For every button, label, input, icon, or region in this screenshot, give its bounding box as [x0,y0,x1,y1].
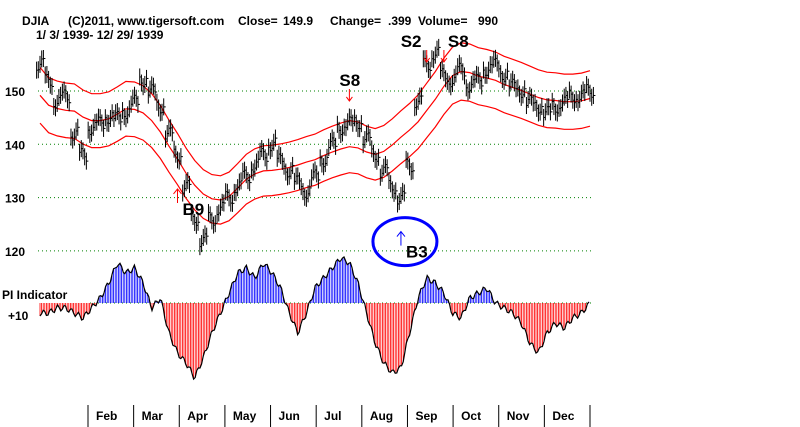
month-label: May [233,409,257,423]
change-value: .399 [388,14,412,28]
y-tick-label: 120 [5,245,25,259]
indicator-panel [39,255,590,381]
grid: 150 140 130 120 [5,85,592,304]
signal-label: S8 [339,71,360,90]
change-label: Change= [330,14,381,28]
volume-value: 990 [478,14,498,28]
date-range: 1/ 3/ 1939- 12/ 29/ 1939 [36,28,164,42]
sell-arrow-head-icon [440,57,448,63]
signal-label: S2 [401,32,422,51]
month-label: Sep [415,409,437,423]
signal-label: S8 [448,32,469,51]
upper-band [39,42,591,177]
indicator-zero-label: +10 [8,309,29,323]
month-label: Feb [96,409,117,423]
month-label: Dec [552,409,574,423]
month-label: Apr [187,409,208,423]
bands [39,42,591,225]
middle-band [39,70,591,201]
y-tick-label: 130 [5,192,25,206]
volume-label: Volume= [418,14,467,28]
highlight-circle [371,216,439,268]
buy-arrow-head-icon [396,230,406,237]
month-label: Jul [324,409,341,423]
month-axis: Feb Mar Apr May Jun Jul Aug Sep Oct Nov Dec [87,405,591,427]
signal-label: B3 [406,243,428,262]
sell-arrow-head-icon [345,96,353,102]
close-label: Close= [238,14,278,28]
month-label: Nov [507,409,530,423]
sell-arrow-head-icon [423,57,431,63]
month-label: Jun [279,409,300,423]
indicator-label: PI Indicator [2,288,68,302]
month-label: Oct [461,409,481,423]
close-value: 149.9 [283,14,313,28]
buy-arrow-head-icon [173,188,182,195]
signals: B9 S8 B3 S2 S8 [173,32,469,268]
copyright: (C)2011, www.tigersoft.com [68,14,224,28]
signal-label: B9 [183,200,205,219]
month-label: Aug [370,409,393,423]
month-label: Mar [142,409,164,423]
y-tick-label: 150 [5,85,25,99]
price-bars [36,38,596,256]
symbol: DJIA [22,14,50,28]
y-tick-label: 140 [5,138,25,152]
indicator-line [39,255,590,381]
lower-band [39,99,591,225]
